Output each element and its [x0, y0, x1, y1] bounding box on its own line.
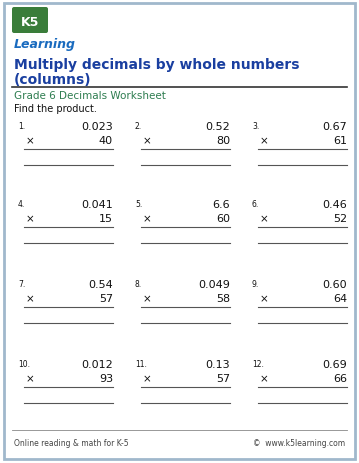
- Text: 0.023: 0.023: [81, 122, 113, 131]
- Text: ×: ×: [26, 373, 35, 383]
- Text: ×: ×: [260, 136, 269, 146]
- Text: ×: ×: [143, 373, 152, 383]
- Text: 93: 93: [99, 373, 113, 383]
- Text: 3.: 3.: [252, 122, 259, 131]
- Text: ×: ×: [26, 294, 35, 303]
- Text: Find the product.: Find the product.: [14, 104, 97, 114]
- Text: 0.52: 0.52: [205, 122, 230, 131]
- Text: ×: ×: [260, 294, 269, 303]
- Text: ×: ×: [260, 213, 269, 224]
- Text: ×: ×: [26, 213, 35, 224]
- Text: ×: ×: [26, 136, 35, 146]
- Text: 6.6: 6.6: [213, 200, 230, 210]
- Text: ©  www.k5learning.com: © www.k5learning.com: [253, 438, 345, 447]
- Text: 0.46: 0.46: [322, 200, 347, 210]
- Text: 52: 52: [333, 213, 347, 224]
- Text: K5: K5: [21, 15, 39, 28]
- Text: 0.54: 0.54: [88, 279, 113, 289]
- Text: 80: 80: [216, 136, 230, 146]
- Text: 58: 58: [216, 294, 230, 303]
- Text: 64: 64: [333, 294, 347, 303]
- Text: 66: 66: [333, 373, 347, 383]
- Text: ×: ×: [143, 294, 152, 303]
- Text: ×: ×: [143, 136, 152, 146]
- Text: ×: ×: [260, 373, 269, 383]
- Text: 15: 15: [99, 213, 113, 224]
- Text: 40: 40: [99, 136, 113, 146]
- Text: 0.67: 0.67: [322, 122, 347, 131]
- Text: 0.13: 0.13: [205, 359, 230, 369]
- Text: 57: 57: [216, 373, 230, 383]
- Text: 2.: 2.: [135, 122, 142, 131]
- Text: (columns): (columns): [14, 73, 92, 87]
- Text: 4.: 4.: [18, 200, 25, 208]
- Text: Learning: Learning: [14, 38, 76, 51]
- Text: 57: 57: [99, 294, 113, 303]
- Text: Online reading & math for K-5: Online reading & math for K-5: [14, 438, 129, 447]
- Text: 0.049: 0.049: [198, 279, 230, 289]
- FancyBboxPatch shape: [4, 4, 355, 459]
- Text: 60: 60: [216, 213, 230, 224]
- FancyBboxPatch shape: [12, 8, 48, 34]
- Text: 6.: 6.: [252, 200, 259, 208]
- Text: 0.60: 0.60: [322, 279, 347, 289]
- Text: 0.69: 0.69: [322, 359, 347, 369]
- Text: 0.012: 0.012: [81, 359, 113, 369]
- Text: ×: ×: [143, 213, 152, 224]
- Text: 10.: 10.: [18, 359, 30, 368]
- Text: Grade 6 Decimals Worksheet: Grade 6 Decimals Worksheet: [14, 91, 166, 101]
- Text: 11.: 11.: [135, 359, 147, 368]
- Text: 8.: 8.: [135, 279, 142, 288]
- Text: 1.: 1.: [18, 122, 25, 131]
- Text: 0.041: 0.041: [81, 200, 113, 210]
- Text: 9.: 9.: [252, 279, 259, 288]
- Text: 5.: 5.: [135, 200, 142, 208]
- Text: 61: 61: [333, 136, 347, 146]
- Text: Multiply decimals by whole numbers: Multiply decimals by whole numbers: [14, 58, 299, 72]
- Text: 12.: 12.: [252, 359, 264, 368]
- Text: 7.: 7.: [18, 279, 25, 288]
